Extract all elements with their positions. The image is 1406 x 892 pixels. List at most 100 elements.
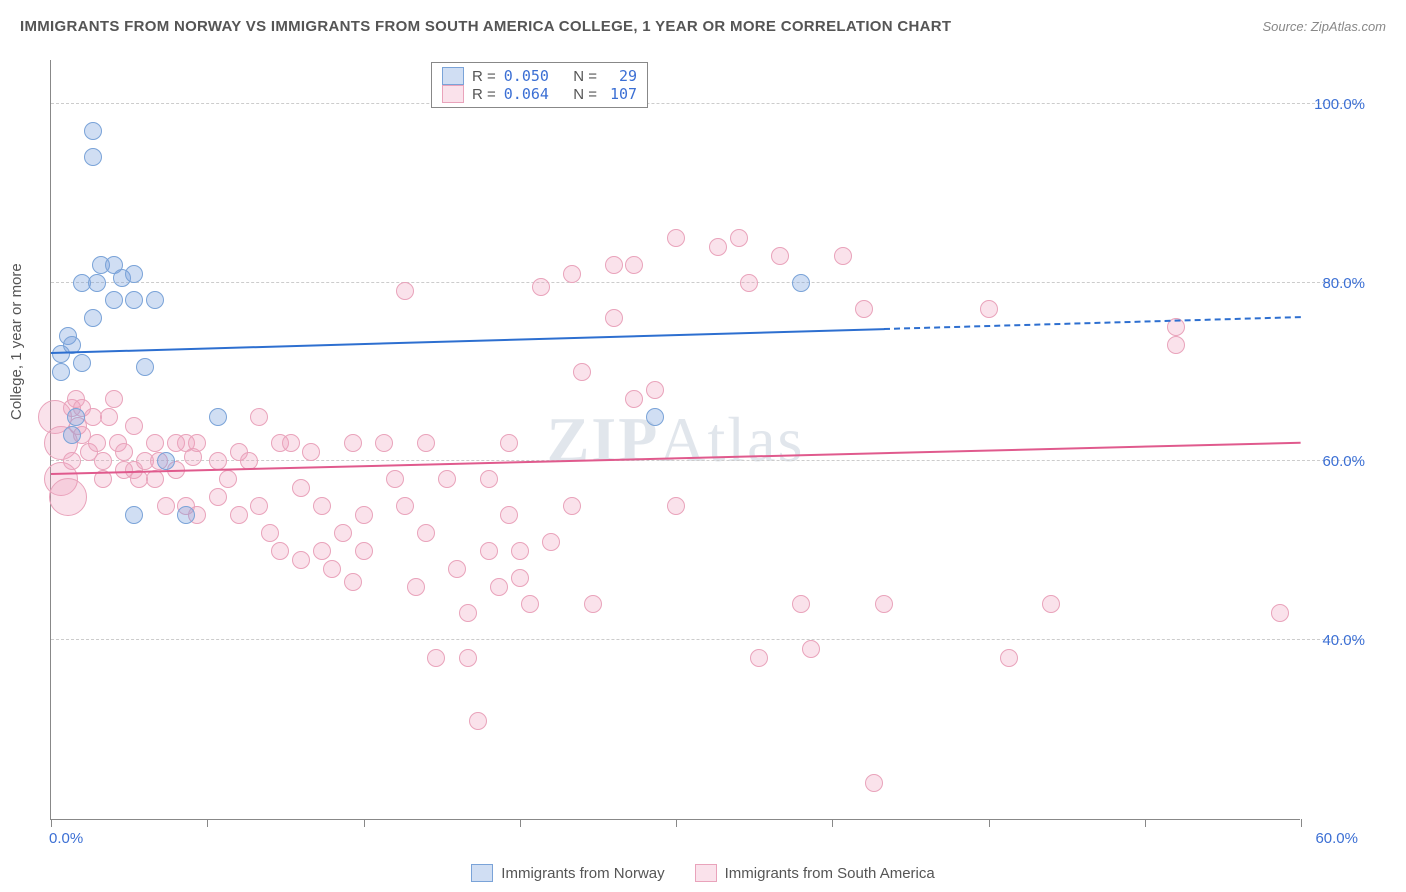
- point-norway: [157, 452, 175, 470]
- x-tick: [676, 819, 677, 827]
- swatch-norway: [442, 67, 464, 85]
- gridline: [51, 103, 1360, 104]
- point-sa: [125, 417, 143, 435]
- point-sa: [407, 578, 425, 596]
- x-label-right: 60.0%: [1315, 830, 1358, 847]
- point-sa: [605, 256, 623, 274]
- point-norway: [646, 408, 664, 426]
- point-sa: [667, 497, 685, 515]
- point-sa: [448, 560, 466, 578]
- scatter-plot: ZIPAtlas R = 0.050 N = 29 R = 0.064 N = …: [50, 60, 1300, 820]
- gridline: [51, 639, 1360, 640]
- x-tick: [207, 819, 208, 827]
- point-sa: [500, 506, 518, 524]
- y-tick-label: 80.0%: [1322, 275, 1365, 292]
- point-sa: [709, 238, 727, 256]
- legend-correlation: R = 0.050 N = 29 R = 0.064 N = 107: [431, 62, 648, 108]
- point-sa: [573, 363, 591, 381]
- point-sa: [396, 282, 414, 300]
- x-tick: [51, 819, 52, 827]
- point-sa: [584, 595, 602, 613]
- y-tick-label: 60.0%: [1322, 453, 1365, 470]
- point-sa: [875, 595, 893, 613]
- point-sa: [802, 640, 820, 658]
- point-sa: [355, 506, 373, 524]
- point-sa: [521, 595, 539, 613]
- point-norway: [105, 291, 123, 309]
- legend-row-sa: R = 0.064 N = 107: [442, 85, 637, 103]
- point-sa: [292, 551, 310, 569]
- point-sa: [230, 506, 248, 524]
- point-sa: [625, 256, 643, 274]
- point-sa: [292, 479, 310, 497]
- point-sa: [396, 497, 414, 515]
- point-sa: [115, 443, 133, 461]
- point-norway: [73, 354, 91, 372]
- point-sa: [84, 408, 102, 426]
- point-norway: [125, 291, 143, 309]
- point-norway: [84, 148, 102, 166]
- point-sa: [302, 443, 320, 461]
- point-sa: [386, 470, 404, 488]
- x-tick: [1145, 819, 1146, 827]
- point-sa: [88, 434, 106, 452]
- point-sa: [532, 278, 550, 296]
- point-sa: [146, 434, 164, 452]
- point-sa: [855, 300, 873, 318]
- point-sa: [740, 274, 758, 292]
- legend-item-sa: Immigrants from South America: [695, 864, 935, 882]
- point-sa: [771, 247, 789, 265]
- point-sa: [511, 569, 529, 587]
- point-sa: [323, 560, 341, 578]
- point-sa: [261, 524, 279, 542]
- point-norway: [84, 122, 102, 140]
- point-sa: [157, 497, 175, 515]
- point-sa: [271, 542, 289, 560]
- point-sa: [146, 470, 164, 488]
- legend-series: Immigrants from Norway Immigrants from S…: [0, 864, 1406, 882]
- point-norway: [177, 506, 195, 524]
- legend-row-norway: R = 0.050 N = 29: [442, 67, 637, 85]
- point-sa: [563, 265, 581, 283]
- point-norway: [209, 408, 227, 426]
- swatch-norway-b: [471, 864, 493, 882]
- point-sa: [490, 578, 508, 596]
- point-norway: [88, 274, 106, 292]
- y-tick-label: 100.0%: [1314, 96, 1365, 113]
- point-sa: [1167, 336, 1185, 354]
- point-sa: [282, 434, 300, 452]
- point-sa: [459, 604, 477, 622]
- y-axis-title: College, 1 year or more: [8, 263, 25, 420]
- swatch-sa-b: [695, 864, 717, 882]
- point-sa: [563, 497, 581, 515]
- point-sa: [646, 381, 664, 399]
- x-tick: [364, 819, 365, 827]
- point-norway: [146, 291, 164, 309]
- point-sa: [417, 524, 435, 542]
- chart-title: IMMIGRANTS FROM NORWAY VS IMMIGRANTS FRO…: [20, 18, 951, 35]
- point-sa: [792, 595, 810, 613]
- point-sa: [417, 434, 435, 452]
- watermark: ZIPAtlas: [547, 403, 805, 477]
- x-tick: [520, 819, 521, 827]
- point-sa: [250, 497, 268, 515]
- legend-item-norway: Immigrants from Norway: [471, 864, 664, 882]
- point-norway: [125, 265, 143, 283]
- point-sa: [542, 533, 560, 551]
- point-sa: [334, 524, 352, 542]
- point-sa: [375, 434, 393, 452]
- point-sa: [344, 573, 362, 591]
- point-sa: [209, 488, 227, 506]
- point-norway: [125, 506, 143, 524]
- trend-norway: [51, 328, 884, 354]
- point-sa: [355, 542, 373, 560]
- point-sa: [188, 434, 206, 452]
- point-norway: [52, 363, 70, 381]
- x-label-left: 0.0%: [49, 830, 83, 847]
- point-sa: [63, 452, 81, 470]
- point-sa: [1000, 649, 1018, 667]
- point-sa: [250, 408, 268, 426]
- source-label: Source: ZipAtlas.com: [1262, 19, 1386, 34]
- gridline: [51, 282, 1360, 283]
- point-sa: [100, 408, 118, 426]
